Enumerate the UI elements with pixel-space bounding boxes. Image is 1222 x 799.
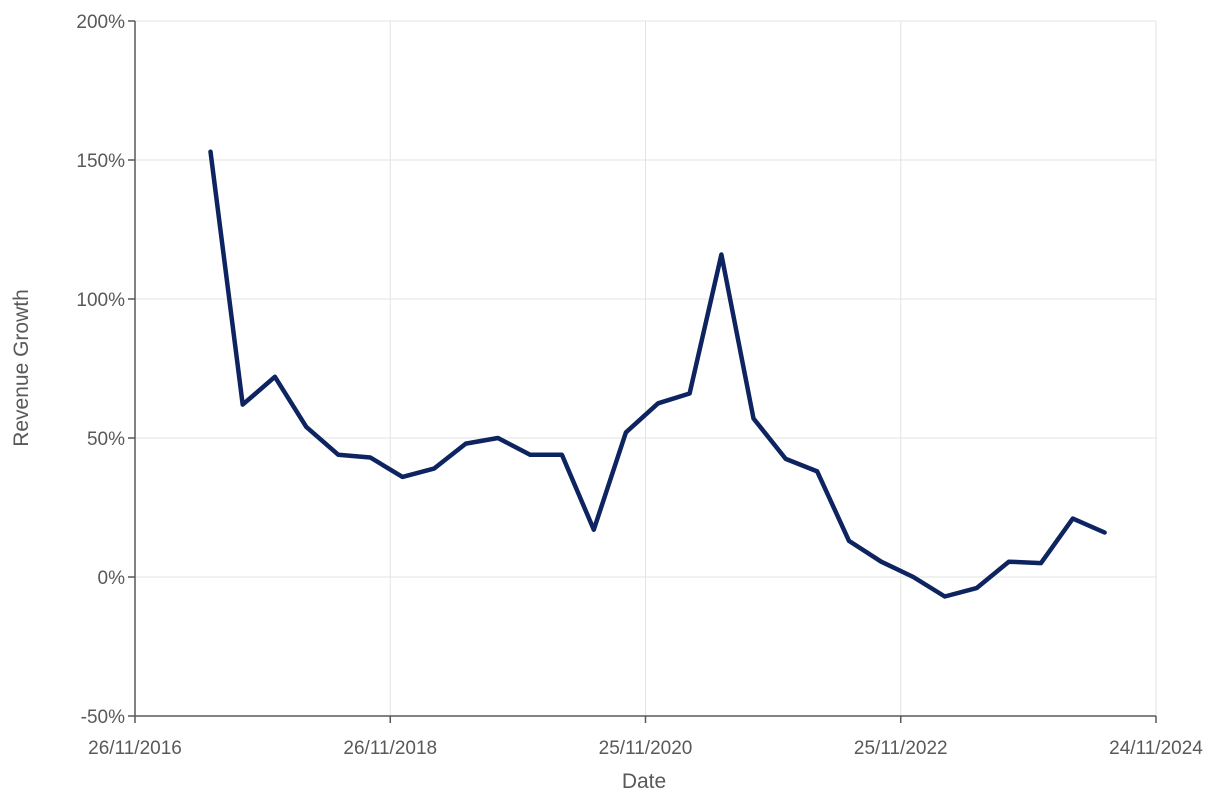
y-tick-label: 50% bbox=[87, 429, 125, 450]
x-tick-label: 25/11/2022 bbox=[854, 738, 948, 759]
y-tick-label: 100% bbox=[76, 290, 125, 311]
y-tick-label: -50% bbox=[81, 707, 125, 728]
grid-lines bbox=[135, 20, 1157, 716]
x-axis-label: Date bbox=[622, 770, 666, 793]
y-tick-label: 200% bbox=[76, 12, 125, 33]
axes bbox=[128, 20, 1157, 723]
x-tick-label: 24/11/2024 bbox=[1109, 738, 1203, 759]
y-tick-label: 0% bbox=[98, 568, 126, 589]
x-tick-label: 26/11/2018 bbox=[343, 738, 437, 759]
revenue-growth-series-line bbox=[208, 149, 1107, 599]
y-tick-label: 150% bbox=[76, 151, 125, 172]
x-tick-label: 25/11/2020 bbox=[599, 738, 693, 759]
x-axis-tick-labels: 26/11/2016 26/11/2018 25/11/2020 25/11/2022… bbox=[88, 738, 1203, 759]
x-tick-label: 26/11/2016 bbox=[88, 738, 182, 759]
y-axis-tick-labels: 200% 150% 100% 50% 0% -50% bbox=[76, 12, 125, 728]
y-axis-label: Revenue Growth bbox=[10, 289, 33, 447]
series-lines bbox=[208, 149, 1107, 599]
